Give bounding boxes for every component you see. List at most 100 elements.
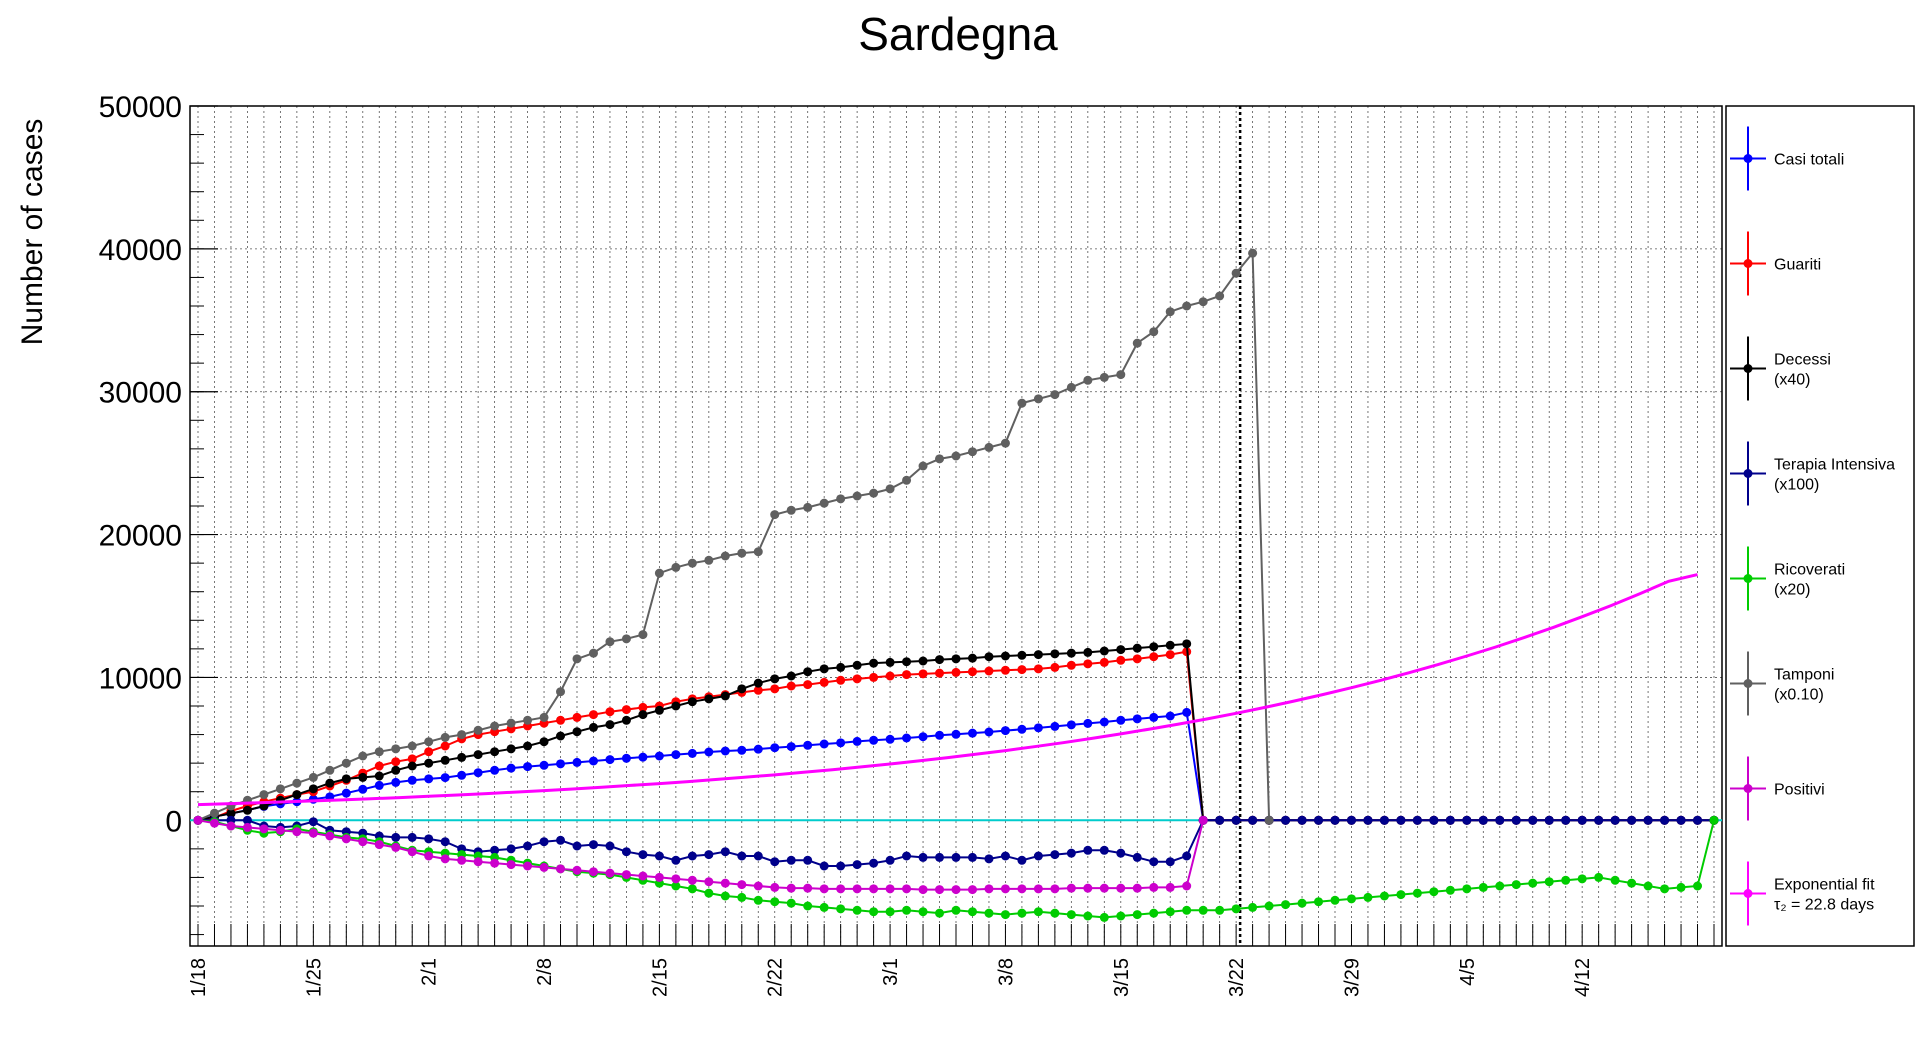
- data-point: [984, 442, 994, 452]
- legend-label: Ricoverati: [1774, 562, 1845, 579]
- data-point: [539, 862, 549, 872]
- data-point: [967, 885, 977, 895]
- data-point: [424, 737, 434, 747]
- data-point: [1033, 394, 1043, 404]
- data-point: [490, 845, 500, 855]
- data-point: [1627, 878, 1637, 888]
- data-point: [770, 882, 780, 892]
- data-point: [1594, 872, 1604, 882]
- data-point: [457, 770, 467, 780]
- data-point: [1033, 851, 1043, 861]
- data-point: [1297, 898, 1307, 908]
- data-point: [885, 657, 895, 667]
- x-tick-label: 3/1: [880, 958, 902, 986]
- data-point: [1116, 370, 1126, 380]
- data-point: [1116, 655, 1126, 665]
- data-point: [638, 702, 648, 712]
- data-point: [1363, 892, 1373, 902]
- data-point: [836, 904, 846, 914]
- data-point: [1099, 883, 1109, 893]
- data-point: [605, 755, 615, 765]
- data-point: [1165, 650, 1175, 660]
- data-point: [638, 871, 648, 881]
- data-point: [1050, 908, 1060, 918]
- data-point: [358, 751, 368, 761]
- data-point: [1017, 884, 1027, 894]
- data-point: [1116, 715, 1126, 725]
- data-point: [1478, 882, 1488, 892]
- data-point: [358, 837, 368, 847]
- data-point: [704, 888, 714, 898]
- data-point: [1544, 815, 1554, 825]
- data-point: [473, 750, 483, 760]
- data-point: [819, 902, 829, 912]
- data-point: [440, 741, 450, 751]
- data-point: [1643, 815, 1653, 825]
- legend-note: (x40): [1774, 372, 1810, 389]
- data-point: [654, 705, 664, 715]
- data-point: [720, 891, 730, 901]
- data-point: [1083, 647, 1093, 657]
- data-point: [852, 660, 862, 670]
- y-tick-label: 20000: [99, 520, 182, 553]
- data-point: [490, 747, 500, 757]
- data-point: [869, 488, 879, 498]
- data-point: [556, 715, 566, 725]
- y-tick-label: 50000: [99, 91, 182, 124]
- data-point: [737, 880, 747, 890]
- data-point: [374, 747, 384, 757]
- legend-item: Casi totali: [1730, 126, 1844, 191]
- data-point: [1561, 875, 1571, 885]
- data-point: [1445, 815, 1455, 825]
- data-point: [1000, 851, 1010, 861]
- data-point: [1017, 665, 1027, 675]
- data-point: [1709, 815, 1719, 825]
- series-ricoverati: [193, 815, 1719, 922]
- data-point: [1116, 645, 1126, 655]
- y-tick-label: 40000: [99, 234, 182, 267]
- data-point: [1297, 815, 1307, 825]
- series-layer: [190, 106, 1722, 946]
- data-point: [671, 855, 681, 865]
- data-point: [506, 744, 516, 754]
- data-point: [1314, 815, 1324, 825]
- data-point: [935, 454, 945, 464]
- data-point: [440, 837, 450, 847]
- data-point: [967, 653, 977, 663]
- data-point: [885, 907, 895, 917]
- legend-item: Ricoverati (x20): [1730, 546, 1845, 611]
- data-point: [984, 652, 994, 662]
- legend-marker-dot: [1743, 679, 1753, 688]
- data-point: [457, 752, 467, 762]
- legend-box: [1725, 105, 1915, 947]
- data-point: [984, 908, 994, 918]
- data-point: [671, 881, 681, 891]
- data-point: [424, 834, 434, 844]
- data-point: [1363, 815, 1373, 825]
- data-point: [556, 759, 566, 769]
- data-point: [440, 773, 450, 783]
- data-point: [1165, 307, 1175, 317]
- data-point: [1429, 887, 1439, 897]
- data-point: [1165, 640, 1175, 650]
- data-point: [819, 664, 829, 674]
- data-point: [341, 788, 351, 798]
- data-point: [1182, 639, 1192, 649]
- data-point: [984, 884, 994, 894]
- data-point: [720, 746, 730, 756]
- data-point: [984, 854, 994, 864]
- data-point: [967, 667, 977, 677]
- data-point: [885, 855, 895, 865]
- data-point: [935, 668, 945, 678]
- data-point: [671, 562, 681, 572]
- x-tick-label: 3/22: [1226, 958, 1248, 997]
- data-point: [539, 837, 549, 847]
- data-point: [308, 817, 318, 827]
- x-tick-label: 3/29: [1341, 958, 1363, 997]
- data-point: [935, 852, 945, 862]
- data-point: [902, 733, 912, 743]
- data-point: [1116, 883, 1126, 893]
- data-point: [1182, 707, 1192, 717]
- legend-label: Decessi: [1774, 352, 1831, 369]
- data-point: [654, 872, 664, 882]
